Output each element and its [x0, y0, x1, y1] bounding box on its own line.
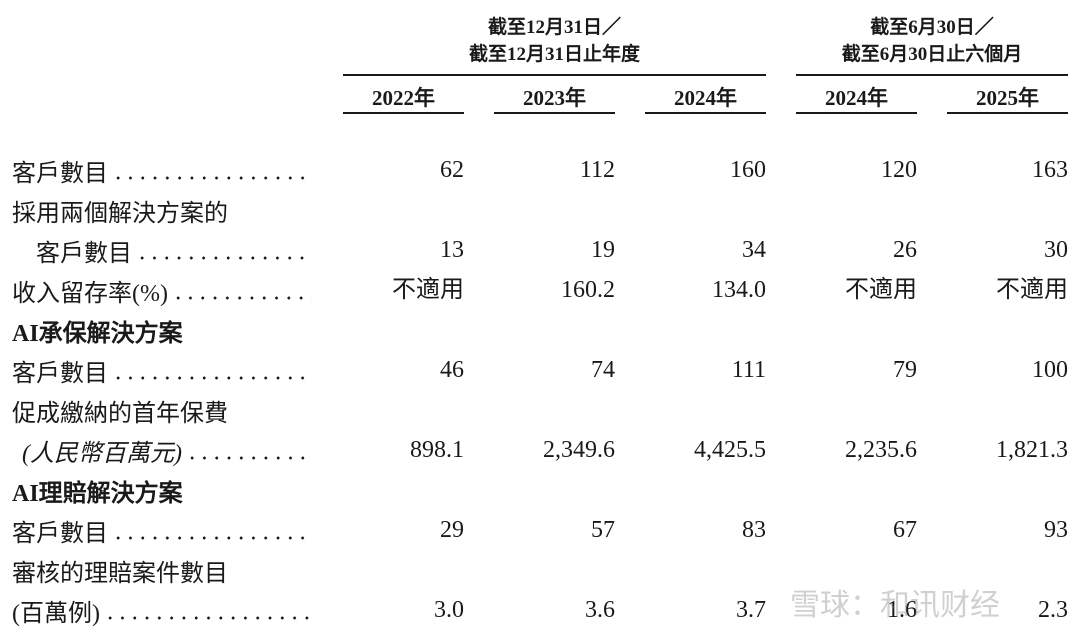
- year-header: 2025年: [976, 86, 1039, 110]
- cell-value: 112: [579, 157, 615, 183]
- label-text: 客戶數目: [36, 240, 132, 267]
- label-text: AI承保解決方案: [12, 320, 183, 347]
- row-label: 收入留存率(%): [12, 270, 312, 310]
- dot-leader: [185, 455, 312, 461]
- cell-value: 160.2: [561, 277, 615, 303]
- cell-value: 57: [591, 517, 615, 543]
- header-line: 截至6月30日止六個月: [841, 44, 1023, 65]
- cell-value: 3.0: [434, 597, 464, 623]
- label-text: 客戶數目: [12, 360, 108, 387]
- row-label: (人民幣百萬元): [12, 430, 312, 470]
- header-line: 截至6月30日／: [870, 17, 994, 38]
- year-header: 2023年: [523, 86, 586, 110]
- cell-value: 83: [742, 517, 766, 543]
- cell-value: 不適用: [996, 277, 1068, 303]
- row-label: 客戶數目: [12, 510, 312, 550]
- row-label: 採用兩個解決方案的: [12, 190, 312, 230]
- header-line: 截至12月31日止年度: [468, 44, 640, 65]
- row-label: 促成繳納的首年保費: [12, 390, 312, 430]
- dot-leader: [112, 175, 312, 181]
- label-text: 促成繳納的首年保費: [12, 400, 228, 427]
- cell-value: 不適用: [845, 277, 917, 303]
- label-text: AI理賠解決方案: [12, 480, 183, 507]
- group-rule: [343, 74, 766, 76]
- cell-value: 2.3: [1038, 597, 1068, 623]
- cell-value: 46: [440, 357, 464, 383]
- cell-value: 120: [881, 157, 917, 183]
- cell-value: 2,349.6: [543, 437, 615, 463]
- year-rule: [796, 112, 917, 114]
- label-text: 客戶數目: [12, 520, 108, 547]
- label-text: (人民幣百萬元): [22, 440, 182, 467]
- cell-value: 19: [591, 237, 615, 263]
- dot-leader: [103, 615, 312, 621]
- cell-value: 898.1: [410, 437, 464, 463]
- cell-value: 3.7: [736, 597, 766, 623]
- cell-value: 30: [1044, 237, 1068, 263]
- cell-value: 100: [1032, 357, 1068, 383]
- row-label: AI理賠解決方案: [12, 470, 312, 510]
- row-label: (百萬例): [12, 590, 312, 630]
- cell-value: 134.0: [712, 277, 766, 303]
- cell-value: 67: [893, 517, 917, 543]
- cell-value: 29: [440, 517, 464, 543]
- cell-value: 93: [1044, 517, 1068, 543]
- year-header: 2022年: [372, 86, 435, 110]
- cell-value: 74: [591, 357, 615, 383]
- cell-value: 3.6: [585, 597, 615, 623]
- cell-value: 2,235.6: [845, 437, 917, 463]
- year-rule: [494, 112, 615, 114]
- header-line: 截至12月31日／: [487, 17, 621, 38]
- cell-value: 163: [1032, 157, 1068, 183]
- column-group-header: 截至6月30日／ 截至6月30日止六個月: [796, 14, 1068, 68]
- cell-value: 1.6: [887, 597, 917, 623]
- cell-value: 62: [440, 157, 464, 183]
- row-label: 客戶數目: [12, 350, 312, 390]
- cell-value: 4,425.5: [694, 437, 766, 463]
- cell-value: 26: [893, 237, 917, 263]
- cell-value: 13: [440, 237, 464, 263]
- cell-value: 34: [742, 237, 766, 263]
- year-header: 2024年: [674, 86, 737, 110]
- cell-value: 111: [731, 357, 766, 383]
- label-text: 審核的理賠案件數目: [12, 560, 228, 587]
- cell-value: 160: [730, 157, 766, 183]
- row-label: 審核的理賠案件數目: [12, 550, 312, 590]
- dot-leader: [136, 255, 312, 261]
- label-text: (百萬例): [12, 600, 100, 627]
- dot-leader: [112, 535, 312, 541]
- label-text: 客戶數目: [12, 160, 108, 187]
- cell-value: 不適用: [392, 277, 464, 303]
- dot-leader: [112, 375, 312, 381]
- dot-leader: [171, 295, 312, 301]
- row-label: AI承保解決方案: [12, 310, 312, 350]
- year-rule: [343, 112, 464, 114]
- cell-value: 1,821.3: [996, 437, 1068, 463]
- cell-value: 79: [893, 357, 917, 383]
- column-group-header: 截至12月31日／ 截至12月31日止年度: [343, 14, 766, 68]
- year-rule: [645, 112, 766, 114]
- row-label: 客戶數目: [12, 230, 312, 270]
- watermark: 雪球：和讯财经: [790, 588, 1000, 623]
- year-rule: [947, 112, 1068, 114]
- year-header: 2024年: [825, 86, 888, 110]
- label-text: 收入留存率(%): [12, 280, 168, 307]
- row-label: 客戶數目: [12, 150, 312, 190]
- label-text: 採用兩個解決方案的: [12, 200, 228, 227]
- group-rule: [796, 74, 1068, 76]
